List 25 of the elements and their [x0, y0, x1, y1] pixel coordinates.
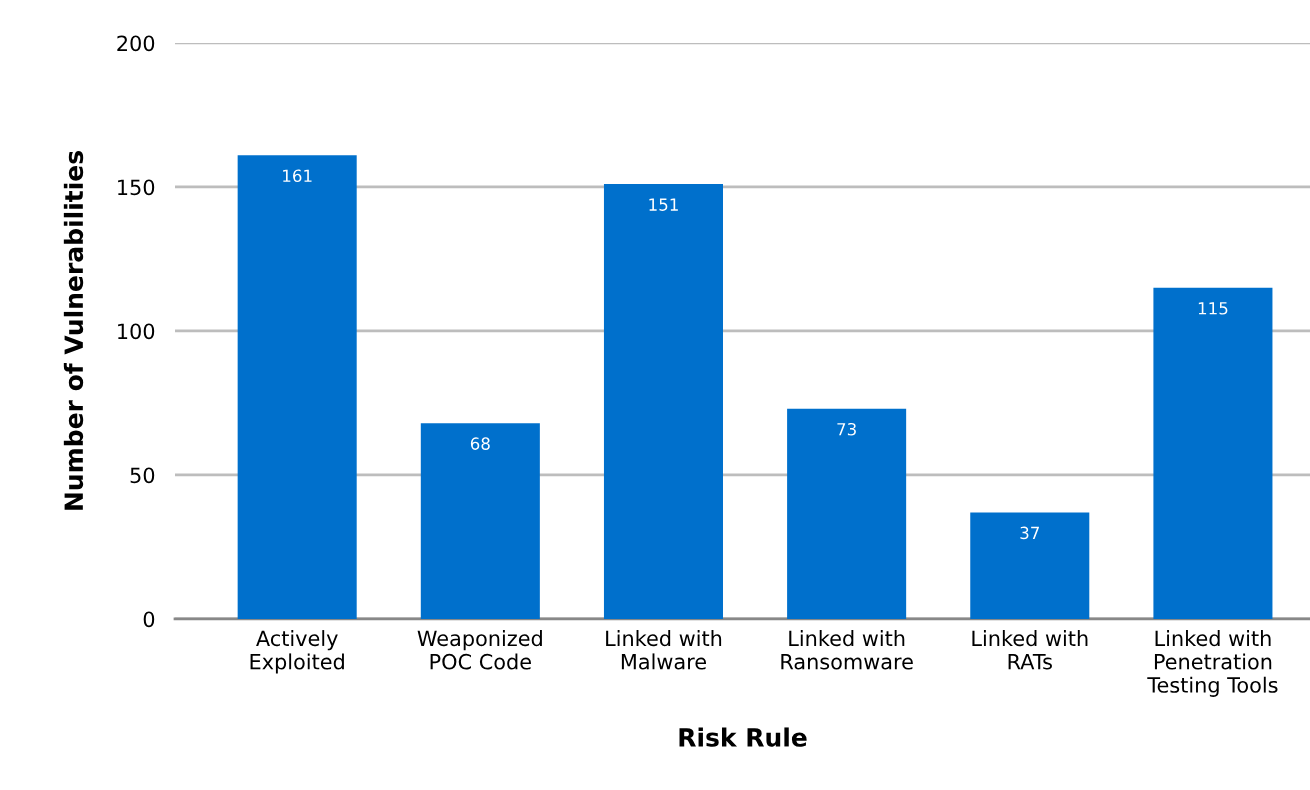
x-tick-label: Linked with Penetration Testing Tools — [1147, 630, 1278, 697]
y-tick-label: 100 — [118, 323, 155, 340]
x-tick-label: Linked with RATs — [972, 630, 1088, 670]
bar — [420, 423, 540, 619]
y-axis-title: Number of Vulnerabilities — [63, 151, 84, 510]
data-label: 73 — [837, 422, 856, 436]
y-tick-label: 0 — [143, 611, 155, 628]
y-tick-label: 200 — [117, 35, 155, 52]
data-label: 37 — [1020, 526, 1039, 540]
data-label: 151 — [649, 198, 678, 211]
x-tick-label: Linked with Malware — [606, 630, 722, 670]
bar — [1153, 287, 1273, 619]
bar — [970, 512, 1090, 619]
data-label: 68 — [470, 437, 490, 450]
bar — [603, 184, 723, 619]
bar — [237, 155, 357, 619]
x-tick-label: Weaponized POC Code — [417, 630, 542, 670]
y-tick-label: 150 — [118, 179, 155, 196]
x-tick-label: Actively Exploited — [250, 630, 344, 674]
bar — [787, 408, 907, 619]
x-axis-title: Risk Rule — [679, 727, 807, 747]
data-label: 115 — [1198, 302, 1228, 315]
y-tick-label: 50 — [130, 467, 155, 484]
data-label: 161 — [283, 169, 312, 183]
x-tick-label: Linked with Ransomware — [781, 630, 913, 670]
